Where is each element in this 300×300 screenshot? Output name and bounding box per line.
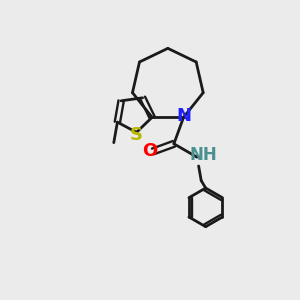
Text: N: N — [177, 107, 192, 125]
Text: O: O — [142, 142, 157, 160]
Text: S: S — [129, 126, 142, 144]
Text: NH: NH — [190, 146, 218, 164]
